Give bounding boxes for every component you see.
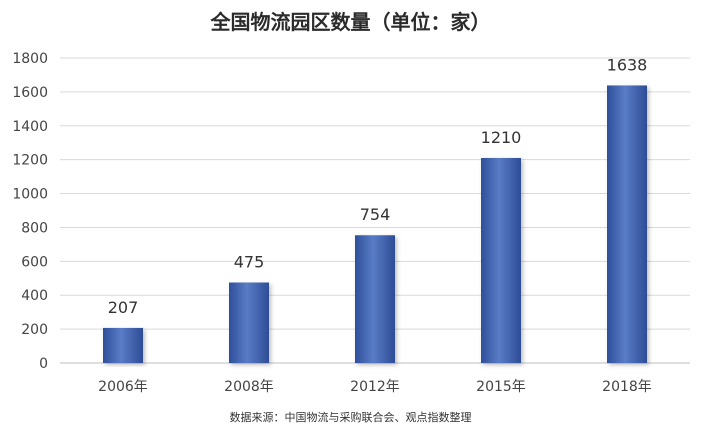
data-label: 475	[234, 253, 265, 272]
x-tick-label: 2012年	[350, 379, 400, 395]
y-axis-ticks: 0 200 400 600 800 1000 1200 1400 1600 1800	[12, 51, 48, 372]
chart-title: 全国物流园区数量（单位：家）	[210, 10, 491, 34]
bar	[481, 157, 521, 363]
x-tick-label: 2018年	[602, 379, 652, 395]
bars	[103, 85, 647, 363]
x-tick-label: 2015年	[476, 379, 526, 395]
y-tick-label: 1600	[12, 85, 48, 101]
y-tick-label: 1400	[12, 119, 48, 135]
data-label: 754	[360, 205, 391, 224]
x-axis-ticks: 2006年 2008年 2012年 2015年 2018年	[98, 379, 652, 395]
y-tick-label: 0	[39, 356, 48, 372]
y-tick-label: 1000	[12, 187, 48, 203]
data-label: 207	[108, 298, 139, 317]
y-tick-label: 1800	[12, 51, 48, 67]
bar	[229, 282, 269, 363]
bar	[355, 235, 395, 363]
data-label: 1210	[481, 128, 522, 147]
source-note: 数据来源：中国物流与采购联合会、观点指数整理	[229, 411, 472, 424]
x-tick-label: 2008年	[224, 379, 274, 395]
x-tick-label: 2006年	[98, 379, 148, 395]
y-tick-label: 1200	[12, 153, 48, 169]
y-tick-label: 800	[21, 220, 48, 236]
y-tick-label: 600	[21, 254, 48, 270]
y-tick-label: 400	[21, 288, 48, 304]
y-tick-label: 200	[21, 322, 48, 338]
data-label: 1638	[607, 55, 648, 74]
bar	[103, 327, 143, 363]
value-labels: 207 475 754 1210 1638	[108, 55, 648, 316]
bar	[607, 85, 647, 363]
